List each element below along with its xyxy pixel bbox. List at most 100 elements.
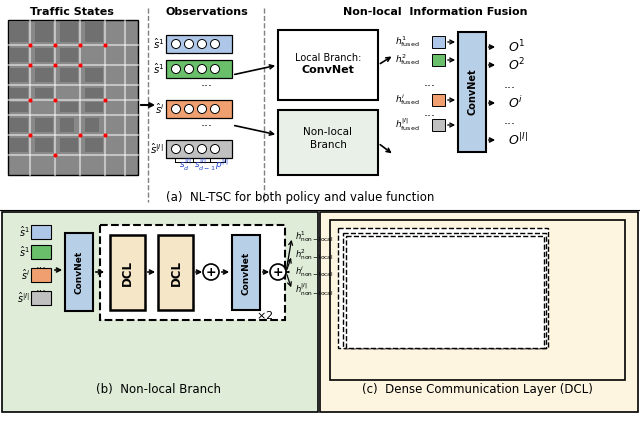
Bar <box>10 102 28 112</box>
Text: $\hat{s}^1$: $\hat{s}^1$ <box>19 245 30 259</box>
Circle shape <box>198 39 207 49</box>
Text: ...: ... <box>424 105 436 118</box>
Text: ConvNet: ConvNet <box>74 250 83 294</box>
Text: ...: ... <box>36 260 47 270</box>
Text: ...: ... <box>424 76 436 89</box>
Text: $\hat{s}^{|I|}$: $\hat{s}^{|I|}$ <box>17 291 30 305</box>
Text: DCL: DCL <box>170 260 182 286</box>
Bar <box>35 68 53 82</box>
Bar <box>330 220 625 380</box>
Circle shape <box>198 145 207 154</box>
Text: $W^{i,|I|}$: $W^{i,|I|}$ <box>403 308 426 322</box>
Text: DCL: DCL <box>120 260 134 286</box>
Circle shape <box>203 264 219 280</box>
Bar <box>232 235 260 310</box>
Text: (a)  NL-TSC for both policy and value function: (a) NL-TSC for both policy and value fun… <box>166 191 434 204</box>
Bar <box>85 22 103 42</box>
Text: $\times$: $\times$ <box>380 310 388 320</box>
Bar <box>338 228 548 348</box>
Bar <box>35 88 53 98</box>
Bar <box>85 102 103 112</box>
Circle shape <box>388 239 400 251</box>
Text: $\times 2$: $\times 2$ <box>257 309 274 321</box>
Text: $O^i$: $O^i$ <box>508 95 523 111</box>
Text: $h^{i\prime}$: $h^{i\prime}$ <box>520 274 534 290</box>
Text: $h^2_{\rm fused}$: $h^2_{\rm fused}$ <box>395 53 420 67</box>
Bar <box>60 48 78 62</box>
Text: $s_{d-1}^{|I|}$: $s_{d-1}^{|I|}$ <box>194 157 216 173</box>
Bar <box>85 118 99 132</box>
Bar <box>60 118 74 132</box>
Text: $p^{|I|}$: $p^{|I|}$ <box>215 158 228 172</box>
Bar <box>432 94 445 106</box>
Text: $\times$: $\times$ <box>380 285 388 295</box>
Text: $h^{|I|}$: $h^{|I|}$ <box>347 308 362 322</box>
Circle shape <box>198 65 207 73</box>
Bar <box>166 60 232 78</box>
Text: $s_d^{|I|}$: $s_d^{|I|}$ <box>179 157 191 173</box>
Bar <box>85 68 103 82</box>
Bar <box>31 268 51 282</box>
Bar <box>278 110 378 175</box>
Text: $\hat{s}^i$: $\hat{s}^i$ <box>154 102 164 116</box>
Bar <box>85 138 103 152</box>
Text: +: + <box>486 273 498 287</box>
Circle shape <box>172 145 180 154</box>
Text: Traffic States: Traffic States <box>30 7 114 17</box>
Circle shape <box>388 309 400 321</box>
Text: $W^{i,2}$: $W^{i,2}$ <box>403 256 424 270</box>
Circle shape <box>172 105 180 114</box>
Text: +: + <box>205 266 216 279</box>
Bar <box>85 88 103 98</box>
Text: $\hat{s}^{|I|}$: $\hat{s}^{|I|}$ <box>150 142 164 156</box>
Text: +: + <box>273 266 284 279</box>
Bar <box>35 22 53 42</box>
Text: $\hat{s}^i$: $\hat{s}^i$ <box>21 268 30 282</box>
Bar <box>31 245 51 259</box>
Bar <box>10 48 28 62</box>
Bar <box>8 20 138 175</box>
Bar <box>60 138 78 152</box>
Text: $\hat{s}^1$: $\hat{s}^1$ <box>152 62 164 76</box>
Bar <box>110 235 145 310</box>
Bar <box>346 236 544 348</box>
Circle shape <box>184 145 193 154</box>
Text: $O^2$: $O^2$ <box>508 57 525 73</box>
Bar <box>10 118 28 132</box>
Text: $h^i_{\rm fused}$: $h^i_{\rm fused}$ <box>395 92 420 108</box>
Bar <box>10 138 28 152</box>
Circle shape <box>198 105 207 114</box>
Text: $h^{|I|}_{\rm fused}$: $h^{|I|}_{\rm fused}$ <box>395 117 420 133</box>
Text: ...: ... <box>36 283 47 293</box>
Text: ConvNet: ConvNet <box>241 251 250 295</box>
Bar <box>65 233 93 311</box>
Text: $h^{|I|\prime}$: $h^{|I|\prime}$ <box>520 307 540 323</box>
Circle shape <box>483 271 501 289</box>
Bar <box>362 284 380 296</box>
Circle shape <box>172 39 180 49</box>
Bar <box>10 88 28 98</box>
Bar <box>60 68 78 82</box>
Text: $O^1$: $O^1$ <box>508 39 525 55</box>
Text: Non-local: Non-local <box>303 127 353 137</box>
Bar <box>343 233 545 348</box>
Bar <box>362 309 380 321</box>
Text: ...: ... <box>201 115 213 128</box>
Circle shape <box>211 105 220 114</box>
Bar <box>458 32 486 152</box>
Text: Local Branch:: Local Branch: <box>295 53 361 63</box>
Text: (b)  Non-local Branch: (b) Non-local Branch <box>97 384 221 397</box>
Text: Non-local  Information Fusion: Non-local Information Fusion <box>343 7 527 17</box>
Bar <box>35 118 53 132</box>
Text: ConvNet: ConvNet <box>467 69 477 115</box>
Bar <box>10 68 28 82</box>
Text: Observations: Observations <box>166 7 248 17</box>
Text: $h^i_{\rm non-local}$: $h^i_{\rm non-local}$ <box>295 265 333 279</box>
Bar <box>432 36 445 48</box>
Bar <box>31 291 51 305</box>
Circle shape <box>270 264 286 280</box>
Text: $h^1$: $h^1$ <box>347 238 360 252</box>
Circle shape <box>211 65 220 73</box>
Text: ...: ... <box>201 76 213 89</box>
Bar <box>158 235 193 310</box>
